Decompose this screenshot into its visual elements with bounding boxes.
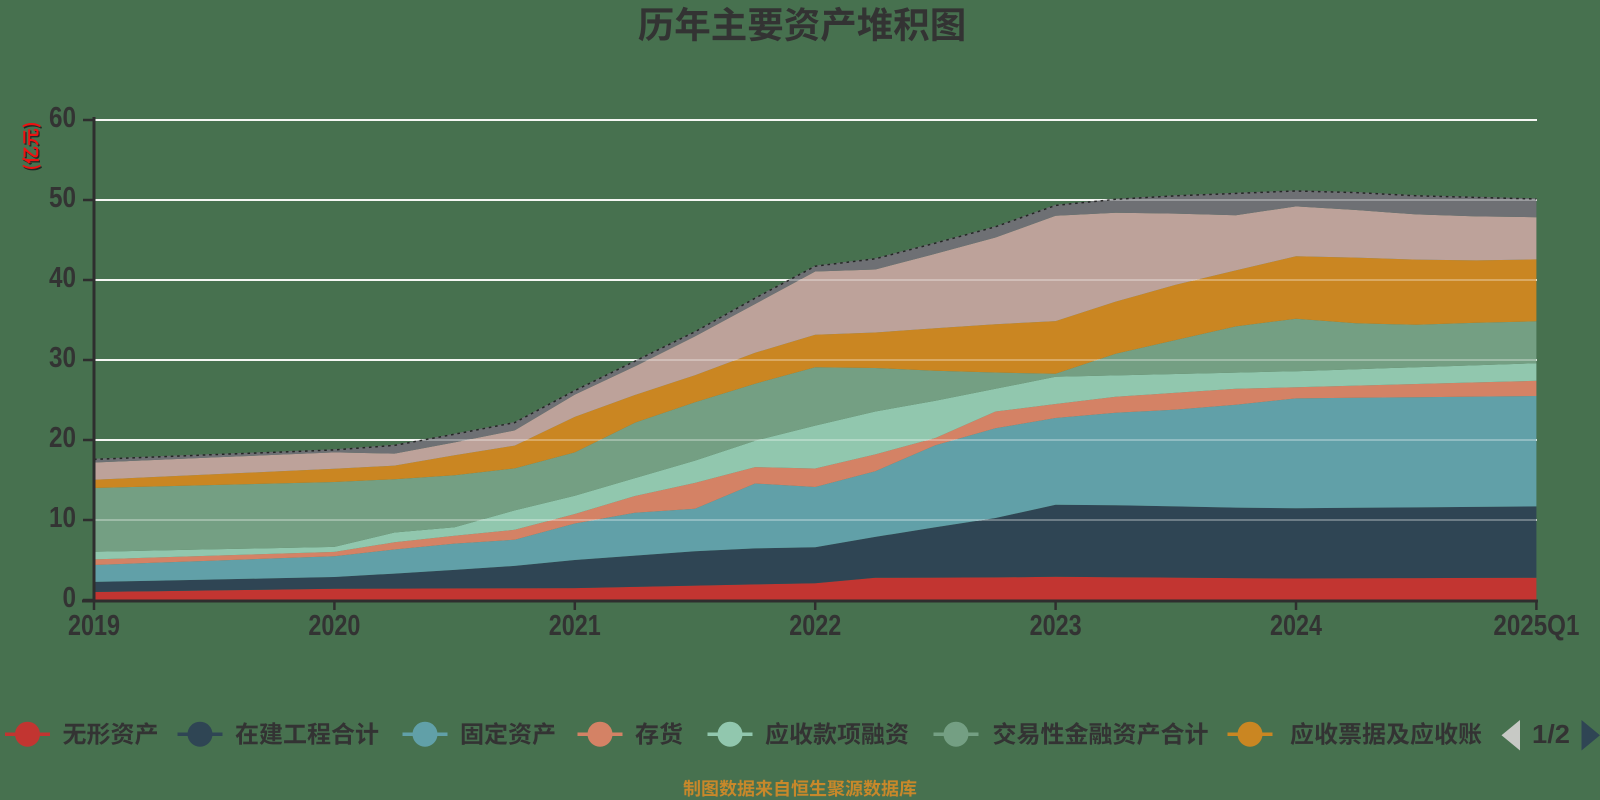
svg-text:2024: 2024 — [1270, 610, 1322, 642]
svg-text:50: 50 — [49, 182, 76, 214]
svg-text:2020: 2020 — [308, 610, 360, 642]
svg-text:2025Q1: 2025Q1 — [1493, 610, 1579, 642]
svg-text:20: 20 — [49, 422, 76, 454]
svg-text:40: 40 — [49, 262, 76, 294]
svg-text:2022: 2022 — [789, 610, 841, 642]
svg-text:2023: 2023 — [1030, 610, 1082, 642]
svg-text:0: 0 — [63, 582, 77, 614]
svg-text:10: 10 — [49, 502, 76, 534]
svg-text:1/2: 1/2 — [1532, 719, 1570, 749]
svg-text:60: 60 — [49, 102, 76, 134]
svg-text:30: 30 — [49, 342, 76, 374]
svg-text:2019: 2019 — [68, 610, 120, 642]
svg-text:2021: 2021 — [549, 610, 601, 642]
